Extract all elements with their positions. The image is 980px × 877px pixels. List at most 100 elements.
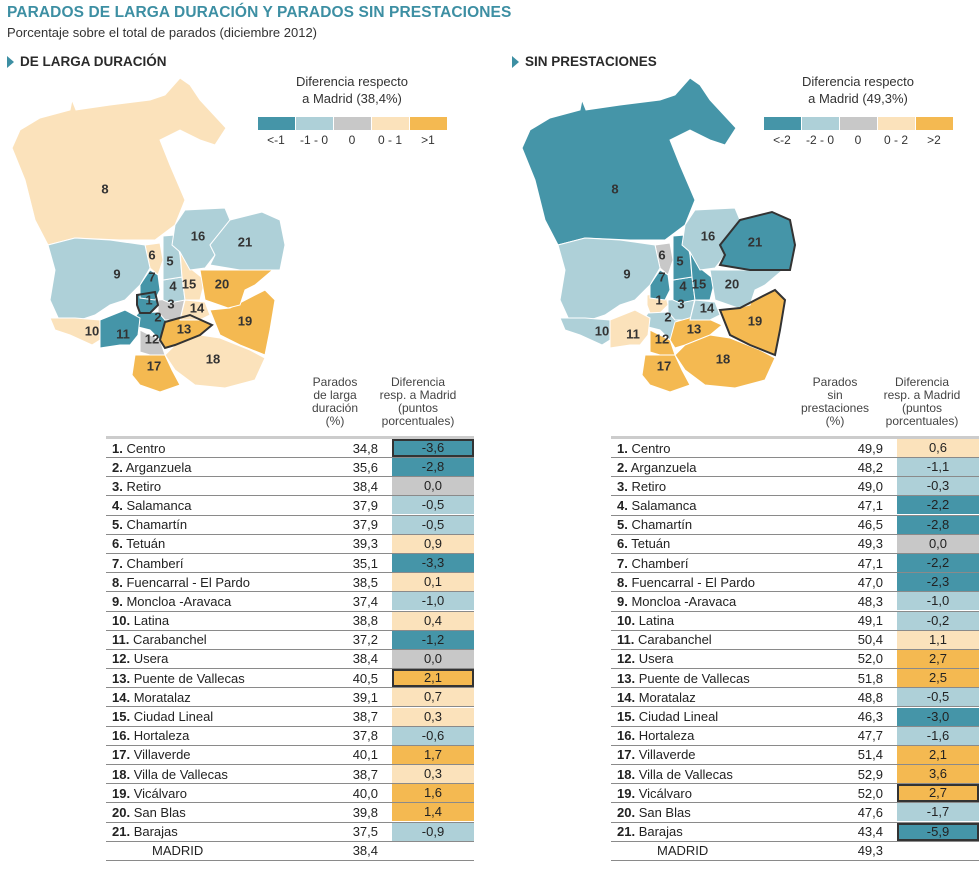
district-name-cell: 13. Puente de Vallecas xyxy=(112,670,245,686)
table-row: 13. Puente de Vallecas 40,5 2,1 xyxy=(106,669,474,688)
district-name-cell: 20. San Blas xyxy=(617,804,691,820)
header-line: porcentuales) xyxy=(381,414,455,428)
header-line: (puntos xyxy=(397,401,439,415)
diff-value-badge: -1,6 xyxy=(897,726,979,745)
table-row: 10. Latina 38,8 0,4 xyxy=(106,611,474,631)
legend-swatch-zero xyxy=(839,117,877,130)
district-number: 13. xyxy=(617,670,636,686)
header-line: Parados xyxy=(812,375,858,389)
district-name-cell: 16. Hortaleza xyxy=(112,728,190,744)
district-number: 7. xyxy=(112,555,123,571)
legend-label: 0 - 1 xyxy=(377,133,402,147)
header-line: (puntos xyxy=(901,401,943,415)
district-number-label: 21 xyxy=(748,234,762,249)
table-row: 11. Carabanchel 37,2 -1,2 xyxy=(106,630,474,650)
district-number-label: 2 xyxy=(664,309,671,324)
district-name-cell: 21. Barajas xyxy=(617,824,683,840)
diff-cell: -3,6 xyxy=(386,438,474,458)
table-row: 19. Vicálvaro 52,0 2,7 xyxy=(611,784,979,803)
value-cell: 35,6 xyxy=(352,459,378,475)
legend-swatch-zero xyxy=(333,117,371,130)
value-cell: 47,1 xyxy=(857,497,883,513)
district-number: 20. xyxy=(617,804,636,820)
value-cell: 38,8 xyxy=(352,613,378,629)
value-cell: 40,1 xyxy=(352,747,378,763)
district-highlight-outline-1 xyxy=(136,290,160,314)
diff-value-badge: -0,5 xyxy=(392,496,474,515)
district-number: 18. xyxy=(617,766,636,782)
diff-value-badge: -2,8 xyxy=(897,515,979,534)
legend-swatch-negative xyxy=(801,117,839,130)
data-table-sin-prestaciones: 1. Centro 49,9 0,6 2. Arganzuela 48,2 -1,1 3. … xyxy=(611,436,979,861)
table-row: 17. Villaverde 51,4 2,1 xyxy=(611,745,979,765)
district-name-cell: 14. Moratalaz xyxy=(617,689,696,705)
district-shape-10 xyxy=(559,317,611,346)
district-highlight-outline-19 xyxy=(718,288,787,357)
district-number-label: 18 xyxy=(716,351,730,366)
diff-cell: 2,7 xyxy=(891,649,979,668)
district-number: 2. xyxy=(112,459,123,475)
district-number-label: 17 xyxy=(657,358,671,373)
diff-value-badge: -0,6 xyxy=(392,726,474,745)
legend-sin-prestaciones: Diferencia respecto a Madrid (49,3%) <-2… xyxy=(758,73,958,147)
district-number: 3. xyxy=(617,478,628,494)
table-row: 1. Centro 34,8 -3,6 xyxy=(106,437,474,458)
table-row: 14. Moratalaz 39,1 0,7 xyxy=(106,688,474,707)
total-value: 38,4 xyxy=(352,843,378,859)
district-number: 10. xyxy=(112,613,131,629)
table-row: 6. Tetuán 49,3 0,0 xyxy=(611,534,979,554)
district-number-label: 4 xyxy=(679,278,687,293)
value-cell: 38,7 xyxy=(352,766,378,782)
header-line: porcentuales) xyxy=(885,414,959,428)
table-row: 5. Chamartín 37,9 -0,5 xyxy=(106,515,474,535)
district-shape-18 xyxy=(674,334,776,389)
value-cell: 52,9 xyxy=(857,766,883,782)
table-row: 7. Chamberí 47,1 -2,2 xyxy=(611,553,979,573)
diff-cell: 1,4 xyxy=(386,803,474,822)
district-name-cell: 2. Arganzuela xyxy=(112,459,192,475)
district-name-cell: 21. Barajas xyxy=(112,824,178,840)
diff-cell: -0,2 xyxy=(891,611,979,630)
value-cell: 39,3 xyxy=(352,536,378,552)
district-name-cell: 4. Salamanca xyxy=(112,497,192,513)
district-number-label: 9 xyxy=(113,266,120,281)
legend-label: >2 xyxy=(927,133,941,147)
table-row: 16. Hortaleza 37,8 -0,6 xyxy=(106,726,474,746)
legend-swatch-positive xyxy=(371,117,409,130)
district-number-label: 18 xyxy=(206,351,220,366)
district-number-label: 7 xyxy=(658,269,665,284)
diff-cell: 0,7 xyxy=(386,688,474,707)
diff-cell: 3,6 xyxy=(891,765,979,784)
table-row: 3. Retiro 49,0 -0,3 xyxy=(611,477,979,496)
district-name-cell: 9. Moncloa -Aravaca xyxy=(617,593,737,609)
total-value: 49,3 xyxy=(857,843,883,859)
district-name-cell: 19. Vicálvaro xyxy=(112,785,187,801)
district-shape-11 xyxy=(609,309,651,349)
section-heading-larga-duracion: DE LARGA DURACIÓN xyxy=(7,54,167,69)
diff-value-badge: -2,8 xyxy=(392,458,474,477)
district-number: 20. xyxy=(112,804,131,820)
diff-value-badge: 1,7 xyxy=(392,745,474,764)
district-shape-14 xyxy=(689,299,721,321)
table-row: 4. Salamanca 37,9 -0,5 xyxy=(106,496,474,516)
value-cell: 51,8 xyxy=(857,670,883,686)
value-cell: 38,7 xyxy=(352,709,378,725)
value-cell: 37,8 xyxy=(352,728,378,744)
district-number: 8. xyxy=(617,574,628,590)
header-line: (%) xyxy=(825,414,845,428)
value-cell: 37,4 xyxy=(352,593,378,609)
diff-cell: 0,1 xyxy=(386,573,474,592)
section-heading-label: SIN PRESTACIONES xyxy=(525,54,657,69)
district-name-cell: 5. Chamartín xyxy=(617,517,693,533)
district-shape-7 xyxy=(649,269,671,301)
diff-value-badge: 0,3 xyxy=(392,765,474,784)
value-cell: 37,9 xyxy=(352,497,378,513)
diff-value-badge: -2,2 xyxy=(897,554,979,573)
table-row: 7. Chamberí 35,1 -3,3 xyxy=(106,553,474,573)
diff-cell: -0,3 xyxy=(891,477,979,496)
table-row: 5. Chamartín 46,5 -2,8 xyxy=(611,515,979,535)
diff-cell: 0,4 xyxy=(386,611,474,630)
diff-value-badge: 1,1 xyxy=(897,630,979,649)
header-line: duración xyxy=(311,401,359,415)
diff-value-badge: 1,6 xyxy=(392,784,474,803)
